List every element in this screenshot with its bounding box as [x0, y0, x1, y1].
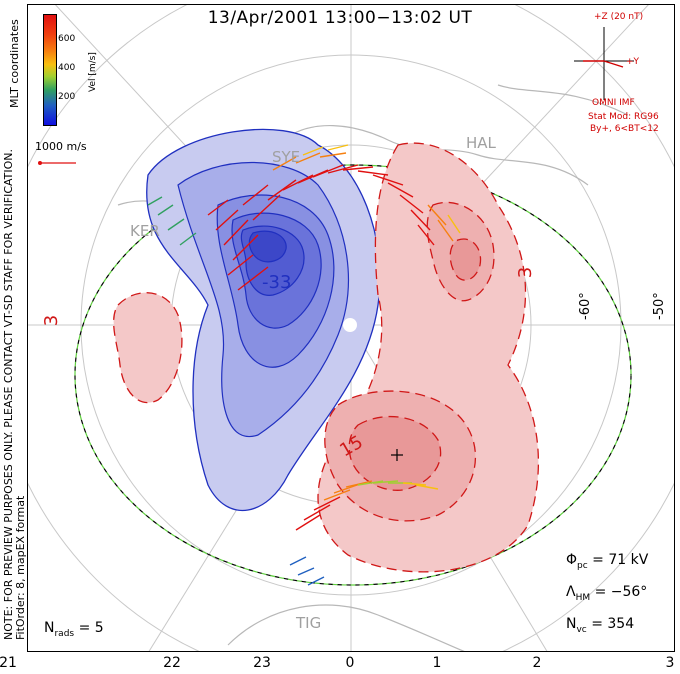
station-tig: TIG	[296, 614, 322, 632]
imf-conditions: By+, 6<BT<12	[590, 124, 659, 134]
imf-clock-dial	[574, 27, 634, 100]
colorbar-label: Vel [m/s]	[88, 52, 98, 92]
plot-title: 13/Apr/2001 13:00−13:02 UT	[207, 8, 473, 28]
stat-n-rads: Nrads = 5	[44, 620, 104, 639]
contour-label-3-left: 3	[41, 314, 63, 327]
fit-order-note: FitOrder: 8, mapEX format	[14, 495, 27, 640]
positive-cell	[112, 142, 540, 573]
latitude-label-60: -60°	[578, 292, 593, 320]
imf-model: Stat Mod: RG96	[588, 112, 659, 122]
velocity-vectors	[147, 144, 461, 586]
potential-max-marker	[391, 449, 403, 461]
stat-phi-pc: Φpc = 71 kV	[566, 552, 649, 571]
station-sye: SYE	[272, 148, 301, 166]
mlt-label-0: 0	[345, 655, 355, 671]
velocity-colorbar	[43, 14, 57, 126]
mlt-label-21: 21	[0, 655, 17, 671]
latitude-label-50: -50°	[652, 292, 667, 320]
magnetic-pole-marker	[343, 318, 357, 332]
imf-z-label: +Z (20 nT)	[594, 12, 644, 22]
station-ker: KER	[130, 222, 160, 240]
contour-label-3-right: 3	[515, 266, 537, 279]
convection-map	[27, 4, 675, 652]
imf-source: OMNI IMF	[592, 98, 635, 108]
stat-lambda-hm: ΛHM = −56°	[566, 584, 648, 603]
colorbar-tick-600: 600	[58, 34, 76, 44]
mlt-label-2: 2	[532, 655, 542, 671]
imf-y-label: +Y	[626, 57, 640, 67]
station-hal: HAL	[466, 134, 496, 152]
colorbar-tick-400: 400	[58, 63, 76, 73]
mlt-label-1: 1	[432, 655, 442, 671]
colorbar-tick-200: 200	[58, 92, 76, 102]
mlt-label-23: 23	[253, 655, 271, 671]
stat-n-vc: Nvc = 354	[566, 616, 635, 635]
convection-map-plot	[28, 5, 674, 651]
mlt-label-3: 3	[665, 655, 675, 671]
negative-cell	[146, 128, 381, 512]
hm-boundary-green	[74, 164, 632, 586]
contour-label-neg33: -33	[262, 272, 292, 293]
mlt-label-22: 22	[163, 655, 181, 671]
scale-vector-label: 1000 m/s	[35, 140, 87, 153]
scale-vector-dot	[38, 161, 42, 165]
